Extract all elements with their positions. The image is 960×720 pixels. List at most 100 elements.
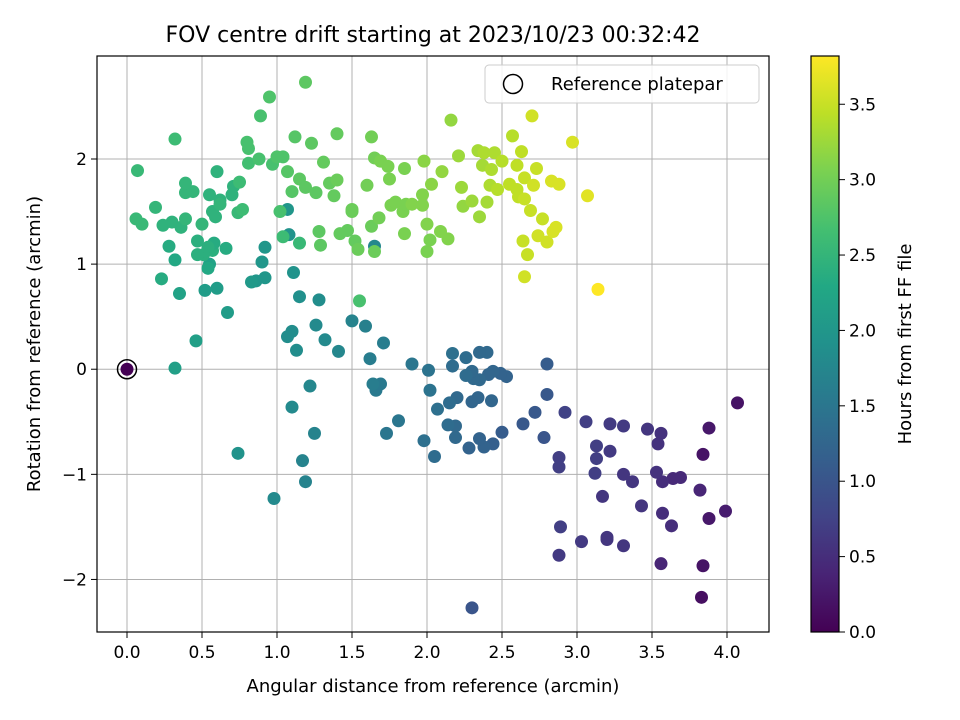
data-point [202, 262, 215, 275]
data-point [566, 136, 579, 149]
data-point [703, 422, 716, 435]
data-point [703, 512, 716, 525]
data-point [511, 159, 524, 172]
data-point [431, 403, 444, 416]
data-point [368, 245, 381, 258]
data-point [221, 306, 234, 319]
data-point [575, 535, 588, 548]
data-point [635, 499, 648, 512]
data-point [304, 380, 317, 393]
data-point [359, 320, 372, 333]
data-point [155, 272, 168, 285]
data-point [418, 155, 431, 168]
data-point [460, 351, 473, 364]
data-point [581, 189, 594, 202]
x-tick-label: 0.0 [113, 643, 140, 663]
data-point [313, 293, 326, 306]
y-axis-label: Rotation from reference (arcmin) [24, 196, 45, 492]
data-point [361, 179, 374, 192]
data-point [436, 165, 449, 178]
chart-title: FOV centre drift starting at 2023/10/23 … [166, 23, 701, 48]
data-point [617, 539, 630, 552]
data-point [473, 346, 486, 359]
data-point [121, 363, 134, 376]
data-point [538, 431, 551, 444]
data-point [286, 185, 299, 198]
data-point [190, 334, 203, 347]
data-point [367, 377, 380, 390]
data-point [428, 450, 441, 463]
data-point [310, 319, 323, 332]
data-point [313, 225, 326, 238]
colorbar-tick-label: 1.0 [849, 472, 876, 492]
data-point [425, 178, 438, 191]
data-point [424, 233, 437, 246]
data-point [286, 401, 299, 414]
data-point [521, 248, 534, 261]
data-point [281, 165, 294, 178]
data-point [596, 490, 609, 503]
data-point [191, 248, 204, 261]
data-point [559, 406, 572, 419]
data-point [485, 394, 498, 407]
data-point [446, 347, 459, 360]
x-tick-label: 2.5 [488, 643, 515, 663]
data-point [179, 177, 192, 190]
data-point [452, 149, 465, 162]
data-point [422, 364, 435, 377]
data-point [445, 114, 458, 127]
data-point [541, 388, 554, 401]
data-point [299, 76, 312, 89]
data-point [299, 475, 312, 488]
y-tick-label: 1 [76, 255, 87, 275]
x-tick-label: 0.5 [188, 643, 215, 663]
data-point [697, 448, 710, 461]
data-point [655, 557, 668, 570]
data-point [446, 360, 459, 373]
data-point [131, 164, 144, 177]
colorbar-tick-label: 2.5 [849, 246, 876, 266]
data-point [517, 417, 530, 430]
data-point [550, 221, 563, 234]
data-point [656, 507, 669, 520]
data-point [418, 434, 431, 447]
y-tick-label: 2 [76, 150, 87, 170]
data-point [421, 245, 434, 258]
data-point [536, 212, 549, 225]
data-point [442, 418, 455, 431]
data-point [173, 287, 186, 300]
data-point [289, 130, 302, 143]
data-point [211, 165, 224, 178]
data-point [473, 432, 486, 445]
data-point [697, 559, 710, 572]
data-point [196, 218, 209, 231]
data-point [211, 282, 224, 295]
data-point [353, 294, 366, 307]
data-point [157, 219, 170, 232]
data-point [163, 240, 176, 253]
data-point [383, 172, 396, 185]
data-point [392, 414, 405, 427]
data-point [254, 109, 267, 122]
data-point [169, 133, 182, 146]
data-point [518, 270, 531, 283]
data-point [317, 156, 330, 169]
data-point [652, 437, 665, 450]
data-point [149, 201, 162, 214]
data-point [331, 127, 344, 140]
data-point [319, 333, 332, 346]
data-point [650, 466, 663, 479]
data-point [233, 176, 246, 189]
y-tick-label: 0 [76, 360, 87, 380]
data-point [529, 406, 542, 419]
data-point [589, 467, 602, 480]
data-point [346, 203, 359, 216]
data-point [524, 204, 537, 217]
data-point [308, 427, 321, 440]
colorbar-tick-label: 0.0 [849, 623, 876, 643]
data-point [485, 163, 498, 176]
data-point [263, 90, 276, 103]
data-point [232, 447, 245, 460]
data-point [517, 234, 530, 247]
colorbar-tick-label: 0.5 [849, 548, 876, 568]
